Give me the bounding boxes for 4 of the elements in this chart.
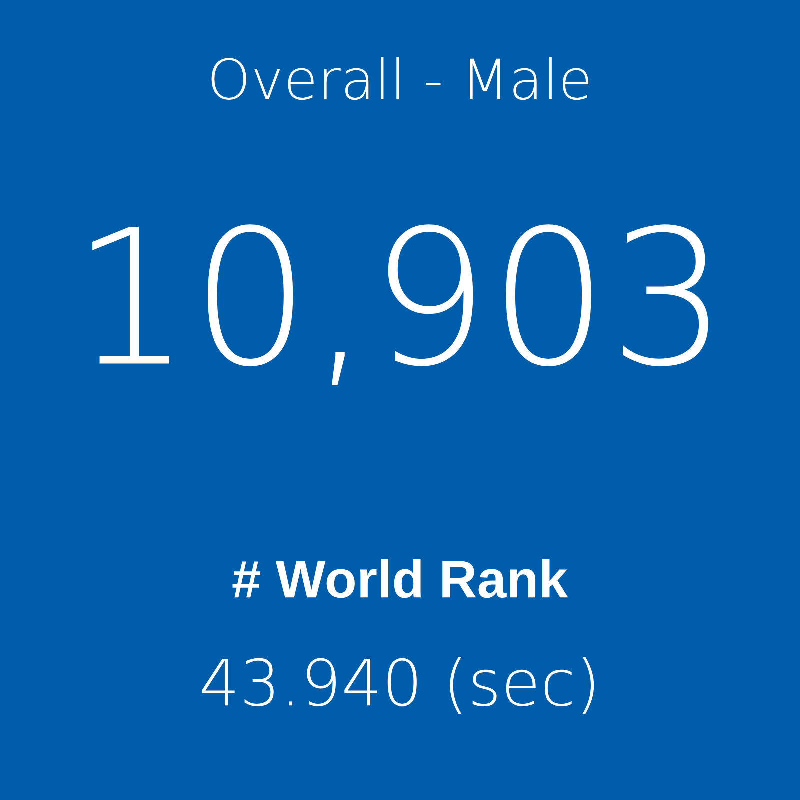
text: 43.940 (sec) — [202, 657, 594, 714]
data-label: 10,903 — [92, 224, 708, 386]
text: # World Rank — [232, 559, 568, 598]
text: Overall - Male — [212, 57, 589, 100]
